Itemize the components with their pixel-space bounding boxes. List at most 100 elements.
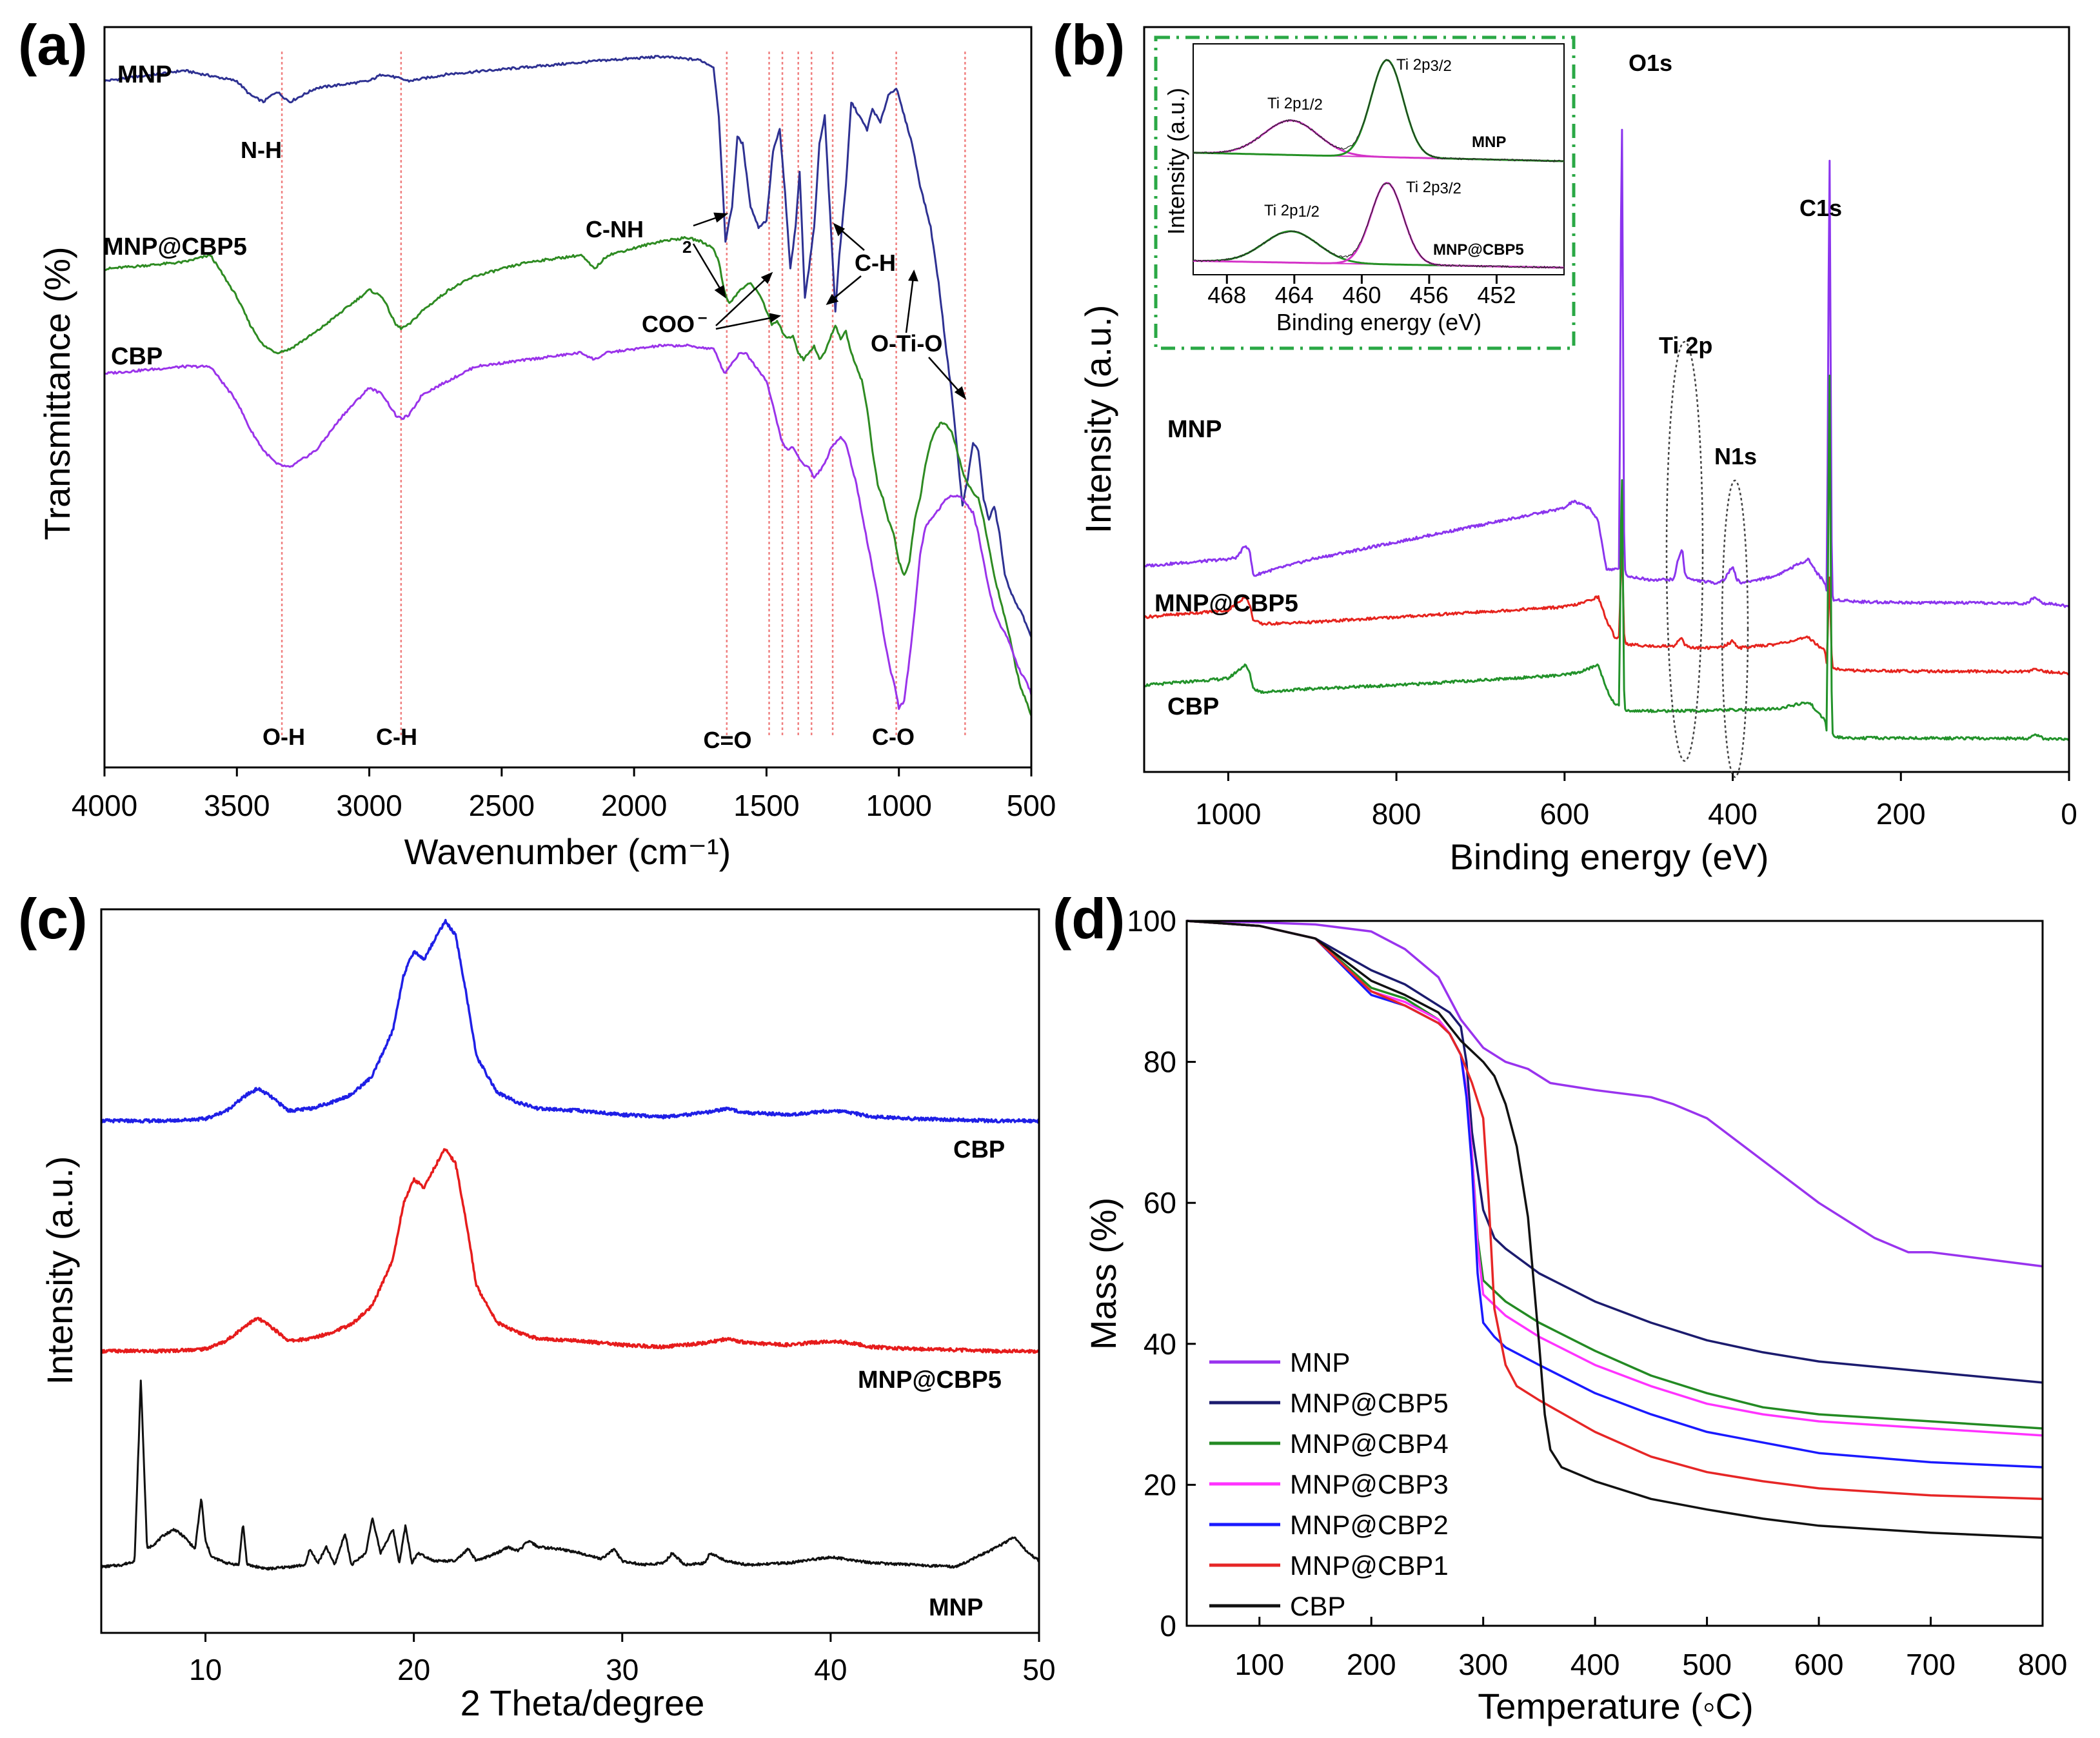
panel-d-plot — [1186, 920, 2043, 1539]
panel-d-ticks: 100 200 300 400 500 600 700 800 0 20 40 60 80 100 — [1127, 904, 2067, 1681]
panel-d-letter: (d) — [1053, 887, 1125, 951]
panel-b-peak-c1s: C1s — [1799, 195, 1842, 221]
panel-c-x-axis-title: 2 Theta/degree — [461, 1683, 705, 1723]
panel-c-line-mnp-cbp5 — [100, 1148, 1040, 1354]
panel-a-x-tick-label-3500: 3500 — [204, 789, 270, 822]
panel-a-dashed-lines — [281, 52, 966, 735]
panel-a-x-tick-label-500: 500 — [1007, 789, 1056, 822]
panel-b-inset-label-ti2p-half-cbp5: Ti 2p1/2 — [1264, 202, 1320, 221]
panel-b-y-axis-title: Intensity (a.u.) — [1078, 305, 1118, 534]
panel-b-inset-x-tick-label-452: 452 — [1477, 282, 1516, 308]
panel-b: (b) 1000 800 600 400 200 0 Binding energy (eV… — [1053, 13, 2077, 877]
panel-b-x-tick-label-0: 0 — [2061, 797, 2077, 831]
panel-a-label-nh: N-H — [241, 137, 282, 163]
panel-b-x-tick-label-1000: 1000 — [1195, 797, 1261, 831]
panel-c-y-axis-title: Intensity (a.u.) — [39, 1156, 80, 1385]
panel-b-x-axis-title: Binding energy (eV) — [1450, 836, 1769, 877]
panel-a-x-tick-label-1000: 1000 — [866, 789, 932, 822]
panel-d-line-mnp-cbp4 — [1186, 920, 2043, 1430]
panel-b-inset-x-tick-label-456: 456 — [1410, 282, 1449, 308]
panel-a-y-axis-title: Transmittance (%) — [37, 246, 77, 540]
panel-a-plot — [103, 55, 1033, 716]
panel-b-inset-plot — [1193, 59, 1565, 269]
panel-a-label-oh: O-H — [262, 724, 305, 750]
panel-a-label-coo-charge: – — [698, 307, 707, 326]
panel-d-x-tick-label-800: 800 — [2018, 1648, 2068, 1681]
panel-d-y-tick-label-20: 20 — [1144, 1468, 1176, 1501]
panel-a-label-coo: COO — [642, 311, 695, 337]
panel-c-series-label-mnp: MNP — [929, 1594, 983, 1621]
panel-a-x-tick-label-4000: 4000 — [72, 789, 137, 822]
panel-d-line-mnp-cbp2 — [1186, 920, 2043, 1468]
panel-a-label-otio: O-Ti-O — [871, 330, 942, 357]
panel-c-plot — [100, 918, 1040, 1571]
panel-a-letter: (a) — [18, 13, 88, 77]
panel-b-x-tick-label-200: 200 — [1876, 797, 1926, 831]
panel-d-x-tick-label-300: 300 — [1458, 1648, 1508, 1681]
panel-d-x-tick-label-600: 600 — [1794, 1648, 1844, 1681]
panel-d-line-mnp-cbp5 — [1186, 920, 2043, 1384]
panel-a-label-ch-bottom: C-H — [376, 724, 417, 750]
panel-d-y-axis-title: Mass (%) — [1083, 1198, 1124, 1350]
panel-b-inset-label-ti2p-3half-cbp5: Ti 2p3/2 — [1406, 179, 1461, 197]
panel-b-frame — [1143, 26, 2070, 773]
panel-d-frame — [1185, 920, 2044, 1627]
panel-b-series-label-mnp-cbp5: MNP@CBP5 — [1154, 590, 1298, 617]
panel-d-legend-label-6: CBP — [1290, 1591, 1345, 1621]
panel-b-inset-label-ti2p-3half-mnp: Ti 2p3/2 — [1396, 56, 1452, 75]
panel-b-x-ticks: 1000 800 600 400 200 0 — [1195, 772, 2077, 831]
panel-a-x-tick-label-2000: 2000 — [601, 789, 667, 822]
panel-b-line-cbp — [1144, 374, 2070, 741]
panel-b-x-tick-label-800: 800 — [1372, 797, 1421, 831]
panel-d-legend-label-5: MNP@CBP1 — [1290, 1550, 1449, 1581]
panel-b-plot — [1143, 128, 2070, 741]
panel-b-inset-label-mnp-cbp5: MNP@CBP5 — [1433, 241, 1524, 259]
panel-c-letter: (c) — [18, 887, 88, 951]
panel-d-legend-label-0: MNP — [1290, 1347, 1350, 1378]
panel-d-x-tick-label-500: 500 — [1682, 1648, 1732, 1681]
panel-b-inset-frame — [1193, 43, 1565, 275]
panel-b-inset-ticks: 468 464 460 456 452 — [1207, 275, 1516, 308]
panel-b-ti2p-ellipse — [1665, 341, 1704, 762]
panel-b-inset: 468 464 460 456 452 Binding energy (eV) Inte… — [1154, 35, 1576, 350]
panel-b-peak-n1s: N1s — [1714, 443, 1757, 469]
panel-a-annotation-arrows — [692, 212, 967, 400]
panel-d-x-tick-label-400: 400 — [1570, 1648, 1620, 1681]
panel-a-frame — [103, 26, 1033, 769]
panel-d-legend: MNP MNP@CBP5 MNP@CBP4 MNP@CBP3 MNP@CBP2 MNP@C… — [1209, 1347, 1449, 1621]
panel-b-series-label-cbp: CBP — [1167, 693, 1219, 720]
panel-d-y-tick-label-0: 0 — [1160, 1609, 1176, 1643]
panel-d-y-tick-label-80: 80 — [1144, 1045, 1176, 1079]
panel-b-inset-x-tick-label-460: 460 — [1342, 282, 1381, 308]
panel-a-x-axis-title: Wavenumber (cm⁻¹) — [404, 831, 731, 872]
panel-a-x-tick-label-1500: 1500 — [733, 789, 799, 822]
panel-b-n1s-ellipse — [1721, 479, 1749, 778]
panel-d-line-mnp — [1186, 920, 2043, 1268]
panel-b-inset-y-title: Intensity (a.u.) — [1163, 88, 1189, 235]
panel-c-series-label-mnp-cbp5: MNP@CBP5 — [858, 1367, 1002, 1394]
panel-d-legend-label-2: MNP@CBP4 — [1290, 1428, 1449, 1459]
panel-a-line-cbp — [104, 343, 1033, 710]
panel-d: (d) 100 200 300 400 500 600 700 800020406080100… — [1053, 887, 2067, 1726]
panel-b-inset-envelope-mnp-cbp5 — [1193, 182, 1565, 269]
panel-a-label-co: C-O — [872, 724, 915, 750]
panel-a-label-cnh: C-NH — [586, 216, 644, 242]
panel-a-series-label-mnp: MNP — [117, 61, 172, 88]
panel-c-x-tick-label-30: 30 — [606, 1653, 639, 1686]
panel-b-inset-x-tick-label-468: 468 — [1207, 282, 1246, 308]
panel-a-series-label-mnp-cbp5: MNP@CBP5 — [103, 233, 247, 261]
panel-c-x-tick-label-20: 20 — [397, 1653, 430, 1686]
panel-d-line-mnp-cbp3 — [1186, 920, 2043, 1437]
panel-c-series-label-cbp: CBP — [953, 1136, 1005, 1163]
panel-b-line-mnp-cbp5 — [1143, 546, 2070, 676]
panel-c-x-ticks: 10 20 30 40 50 — [189, 1633, 1056, 1686]
panel-b-series-label-mnp: MNP — [1167, 416, 1222, 443]
panel-a-label-co-double: C=O — [703, 727, 751, 753]
panel-a-x-tick-label-3000: 3000 — [336, 789, 402, 822]
panel-d-y-tick-label-100: 100 — [1127, 904, 1176, 938]
panel-d-y-tick-label-60: 60 — [1144, 1186, 1176, 1220]
panel-d-legend-label-1: MNP@CBP5 — [1290, 1388, 1449, 1418]
panel-b-inset-label-mnp: MNP — [1472, 133, 1506, 151]
panel-c-x-tick-label-50: 50 — [1022, 1653, 1055, 1686]
panel-c-frame — [100, 908, 1040, 1634]
